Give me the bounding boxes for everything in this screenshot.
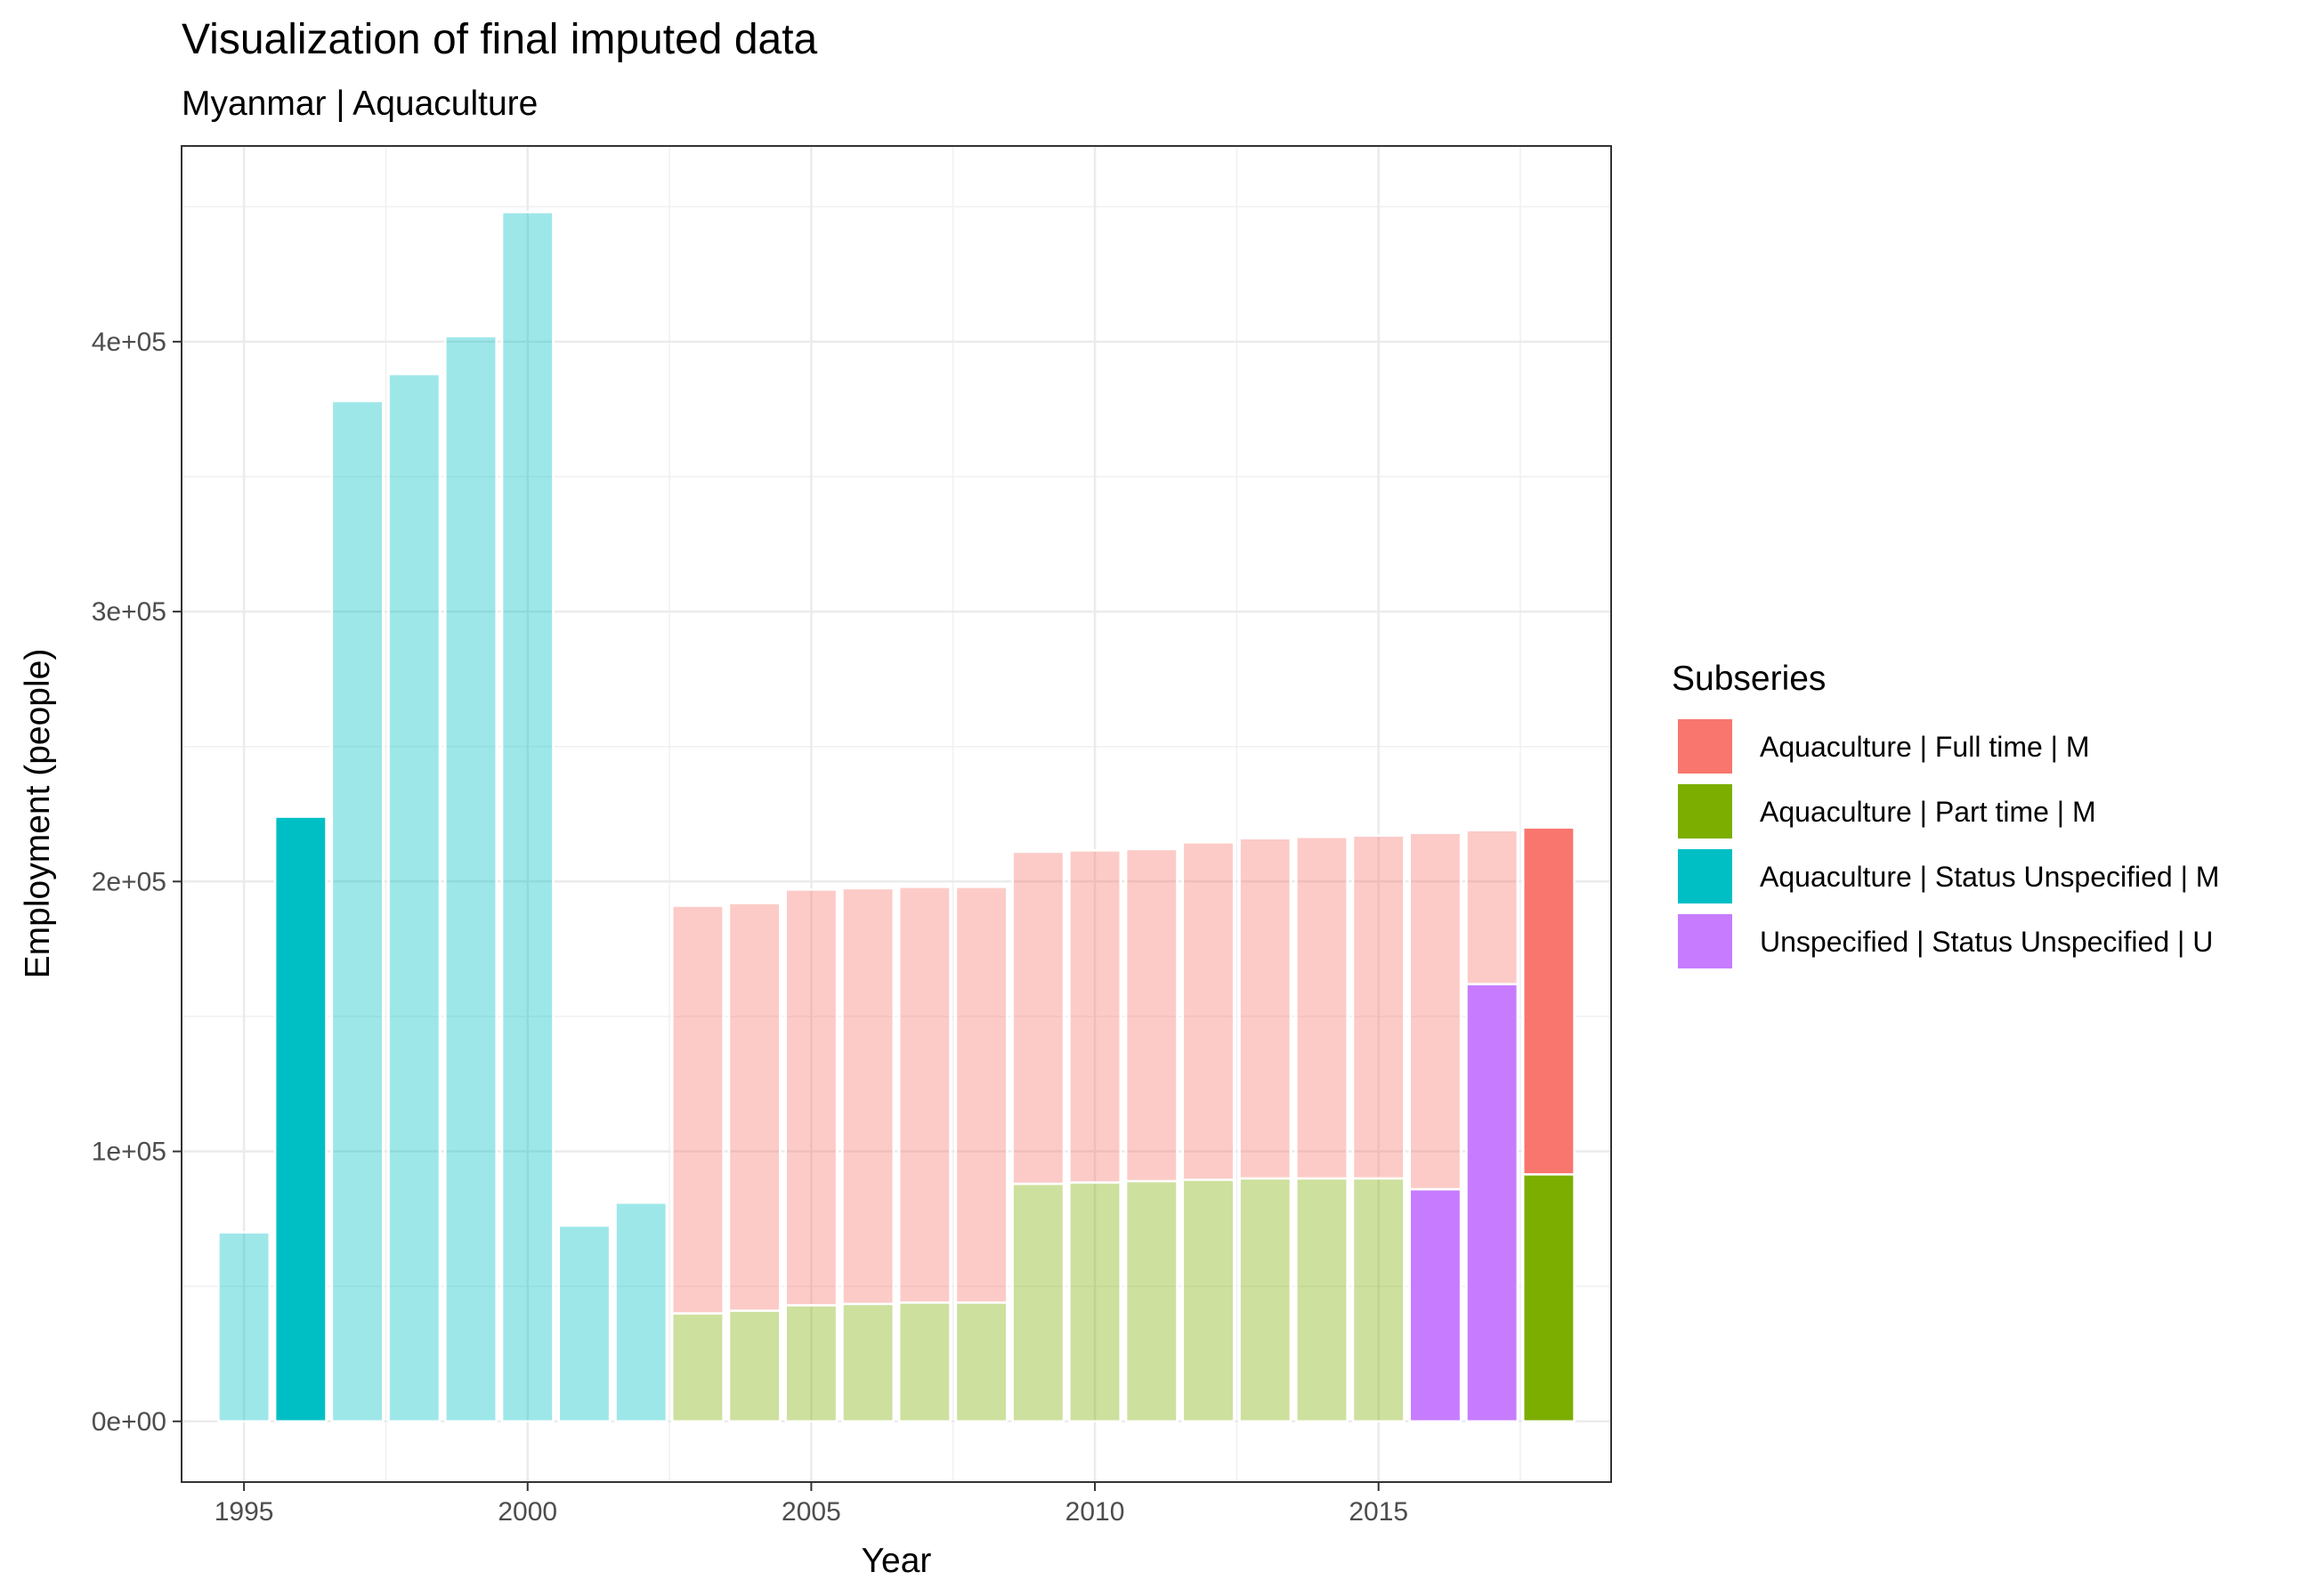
bar-2000-stat xyxy=(500,211,555,1423)
plot-border xyxy=(181,145,1612,1483)
bar-2013-part xyxy=(1238,1177,1292,1423)
bar-2006-part xyxy=(841,1302,895,1423)
legend-key-part xyxy=(1678,784,1732,839)
bar-2016-unsp xyxy=(1408,1187,1462,1423)
y-tick-label: 0e+00 xyxy=(92,1407,166,1437)
y-tick-label: 3e+05 xyxy=(92,597,166,627)
x-tick-label: 2010 xyxy=(1065,1497,1125,1527)
bar-2006-full xyxy=(841,887,895,1306)
bar-2016-full xyxy=(1408,831,1462,1191)
bar-2007-part xyxy=(897,1301,952,1423)
y-tick-label: 1e+05 xyxy=(92,1138,166,1167)
legend-label-unsp: Unspecified | Status Unspecified | U xyxy=(1760,926,2213,958)
x-axis: 1995 2000 2005 2010 2015 xyxy=(215,1482,1408,1527)
bar-2005-part xyxy=(784,1304,838,1423)
bar-2014-part xyxy=(1295,1177,1349,1423)
bar-1997-stat xyxy=(330,400,385,1423)
legend-label-stat: Aquaculture | Status Unspecified | M xyxy=(1760,861,2219,893)
bar-2007-full xyxy=(897,886,952,1304)
legend-key-full xyxy=(1678,719,1732,774)
legend-label-part: Aquaculture | Part time | M xyxy=(1760,796,2096,828)
chart-title: Visualization of final imputed data xyxy=(182,16,818,63)
bar-2008-part xyxy=(954,1301,1009,1423)
bar-2003-part xyxy=(671,1312,725,1423)
bar-2015-part xyxy=(1351,1177,1406,1423)
bar-2011-full xyxy=(1124,847,1179,1183)
bar-2008-full xyxy=(954,886,1009,1304)
y-axis: 0e+00 1e+05 2e+05 3e+05 4e+05 xyxy=(92,328,182,1437)
bar-1995-stat xyxy=(217,1231,271,1423)
bar-2013-full xyxy=(1238,837,1292,1180)
bar-2017-unsp xyxy=(1465,983,1519,1423)
grid-minor xyxy=(182,146,1611,1482)
bar-2010-full xyxy=(1068,849,1122,1184)
legend-label-full: Aquaculture | Full time | M xyxy=(1760,731,2090,763)
x-tick-label: 2000 xyxy=(498,1497,557,1527)
y-tick-label: 2e+05 xyxy=(92,867,166,896)
bar-2005-full xyxy=(784,888,838,1307)
bar-2003-full xyxy=(671,904,725,1315)
bar-2009-part xyxy=(1011,1182,1065,1423)
bar-2017-full xyxy=(1465,829,1519,985)
plot-background xyxy=(182,146,1611,1482)
bar-2018-part xyxy=(1521,1173,1576,1423)
y-axis-title: Employment (people) xyxy=(19,649,57,979)
x-tick-label: 1995 xyxy=(215,1497,274,1527)
x-axis-title: Year xyxy=(862,1542,932,1580)
legend-key-stat xyxy=(1678,849,1732,903)
bar-2004-part xyxy=(727,1309,782,1423)
bar-2012-part xyxy=(1181,1179,1235,1423)
bar-2014-full xyxy=(1295,836,1349,1180)
bar-1996-stat xyxy=(273,815,328,1423)
bar-2010-part xyxy=(1068,1181,1122,1423)
bar-1999-stat xyxy=(444,335,498,1423)
y-tick-label: 4e+05 xyxy=(92,328,166,357)
x-tick-label: 2015 xyxy=(1349,1497,1408,1527)
bar-2004-full xyxy=(727,902,782,1312)
bar-2015-full xyxy=(1351,834,1406,1180)
bar-1998-stat xyxy=(387,372,442,1423)
bar-2009-full xyxy=(1011,850,1065,1186)
bar-2011-part xyxy=(1124,1179,1179,1423)
bar-2002-stat xyxy=(614,1201,668,1423)
x-tick-label: 2005 xyxy=(782,1497,841,1527)
bar-2012-full xyxy=(1181,841,1235,1181)
bar-2001-stat xyxy=(557,1224,612,1423)
bar-2018-full xyxy=(1521,826,1576,1176)
chart-subtitle: Myanmar | Aquaculture xyxy=(182,85,538,123)
legend: Subseries Aquaculture | Full time | M Aqu… xyxy=(1672,660,2219,968)
legend-title: Subseries xyxy=(1672,660,1826,698)
bars xyxy=(217,211,1576,1423)
legend-key-unsp xyxy=(1678,914,1732,968)
